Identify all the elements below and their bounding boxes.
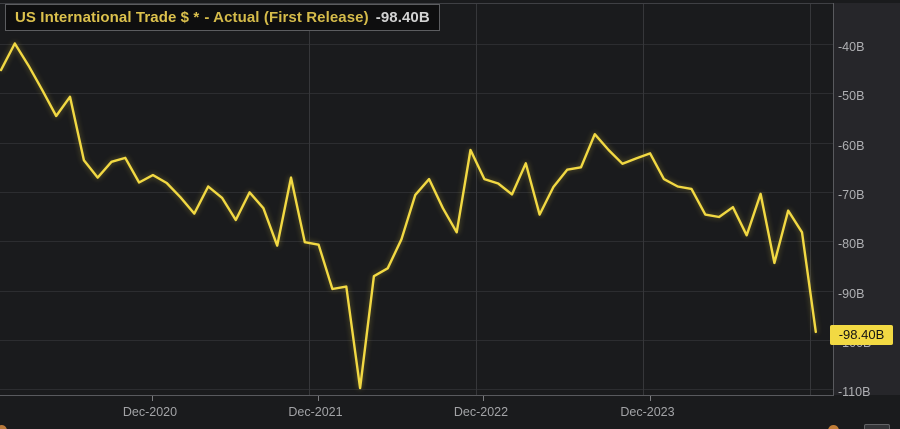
series-label: - Actual (First Release) — [204, 9, 369, 26]
plot-top-border — [0, 3, 833, 4]
x-axis-label: Dec-2021 — [288, 405, 343, 419]
chart-legend: US International Trade $ * - Actual (Firs… — [5, 4, 440, 31]
footer-button-partial[interactable] — [864, 424, 890, 429]
y-axis-label: -60B — [838, 138, 865, 153]
y-axis-label: -50B — [838, 89, 865, 104]
latest-value-text: -98.40B — [375, 9, 430, 26]
h-gridline — [0, 93, 833, 95]
x-axis — [0, 395, 834, 396]
v-gridline — [810, 3, 811, 395]
v-gridline — [643, 3, 644, 395]
h-gridline — [0, 389, 833, 391]
y-axis-label: -110B — [838, 385, 871, 400]
h-gridline — [0, 339, 833, 341]
h-gridline — [0, 142, 833, 144]
y-axis-label: -80B — [838, 237, 865, 252]
y-axis-label: -40B — [838, 40, 865, 54]
x-axis-tick — [483, 396, 484, 401]
y-axis — [833, 3, 834, 396]
y-axis-label: -90B — [838, 286, 865, 301]
x-axis-label: Dec-2023 — [620, 405, 675, 419]
x-axis-tick — [152, 396, 153, 401]
footer-brand-dot-right — [828, 425, 839, 429]
v-gridline — [476, 3, 477, 395]
footer-brand-dot-left — [0, 425, 7, 429]
x-axis-label: Dec-2022 — [453, 405, 509, 419]
latest-value-badge: -98.40B — [830, 325, 893, 345]
h-gridline — [0, 44, 833, 45]
x-axis-tick — [317, 396, 319, 401]
y-axis-label: -70B — [838, 187, 865, 202]
x-axis-label: Dec-2020 — [122, 405, 178, 419]
x-axis-tick — [649, 396, 651, 401]
chart-title: US International Trade $ * — [15, 9, 200, 26]
trade-balance-line — [0, 42, 817, 390]
h-gridline — [0, 241, 833, 243]
v-gridline — [309, 3, 310, 395]
h-gridline — [0, 290, 833, 292]
